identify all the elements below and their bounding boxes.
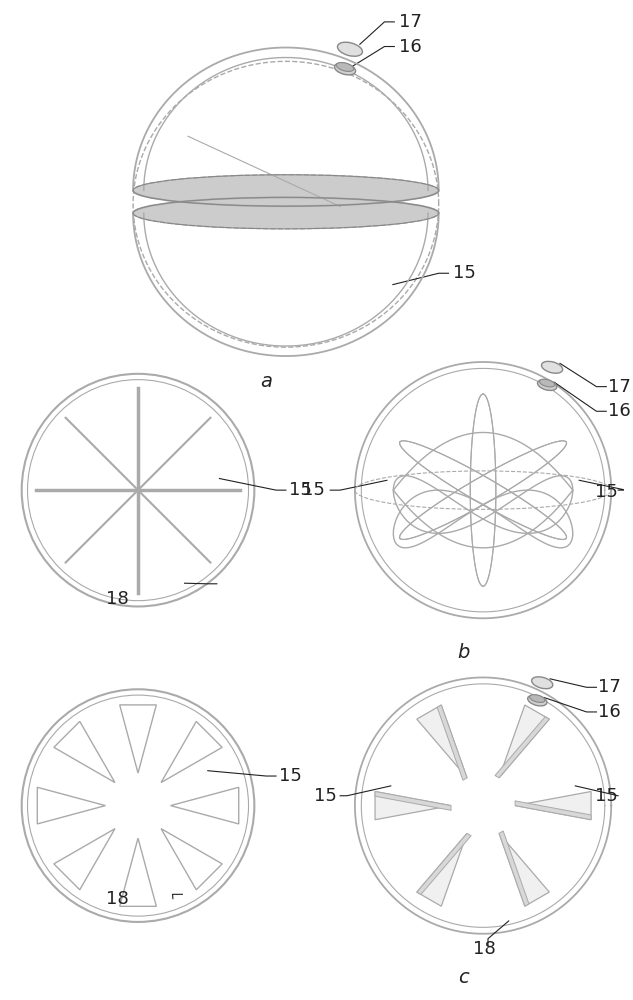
Text: 18: 18 [106, 590, 129, 608]
Text: 15: 15 [595, 483, 618, 501]
Text: 16: 16 [598, 703, 621, 721]
Ellipse shape [539, 379, 555, 387]
Text: b: b [457, 643, 470, 662]
Polygon shape [161, 721, 222, 783]
Polygon shape [499, 705, 549, 778]
Text: 15: 15 [289, 481, 311, 499]
Text: 18: 18 [106, 890, 129, 908]
Polygon shape [133, 175, 439, 206]
Ellipse shape [532, 677, 553, 689]
Polygon shape [120, 705, 156, 773]
Polygon shape [499, 833, 549, 906]
Ellipse shape [337, 42, 363, 56]
Text: 16: 16 [608, 402, 631, 420]
Text: 15: 15 [453, 264, 477, 282]
Text: 17: 17 [598, 678, 621, 696]
Text: 17: 17 [608, 378, 631, 396]
Polygon shape [515, 791, 591, 820]
Polygon shape [417, 833, 471, 894]
Polygon shape [54, 829, 115, 890]
Polygon shape [437, 705, 467, 780]
Ellipse shape [528, 695, 547, 706]
Text: 15: 15 [595, 787, 618, 805]
Polygon shape [499, 831, 529, 906]
Polygon shape [133, 197, 439, 229]
Text: 15: 15 [303, 481, 325, 499]
Text: 18: 18 [473, 940, 496, 958]
Text: 16: 16 [399, 38, 422, 56]
Text: 17: 17 [399, 13, 422, 31]
Polygon shape [120, 838, 156, 906]
Polygon shape [417, 705, 467, 778]
Polygon shape [515, 801, 591, 820]
Polygon shape [495, 717, 549, 778]
Text: 15: 15 [279, 767, 302, 785]
Polygon shape [375, 791, 451, 820]
Polygon shape [161, 829, 222, 890]
Polygon shape [170, 787, 239, 824]
Text: c: c [458, 968, 468, 987]
Ellipse shape [541, 361, 563, 373]
Ellipse shape [334, 63, 356, 75]
Ellipse shape [336, 63, 354, 71]
Polygon shape [375, 791, 451, 810]
Text: 15: 15 [314, 787, 337, 805]
Ellipse shape [530, 695, 545, 702]
Polygon shape [54, 721, 115, 783]
Polygon shape [37, 787, 106, 824]
Ellipse shape [537, 380, 557, 390]
Polygon shape [417, 833, 467, 906]
Text: a: a [260, 372, 272, 391]
